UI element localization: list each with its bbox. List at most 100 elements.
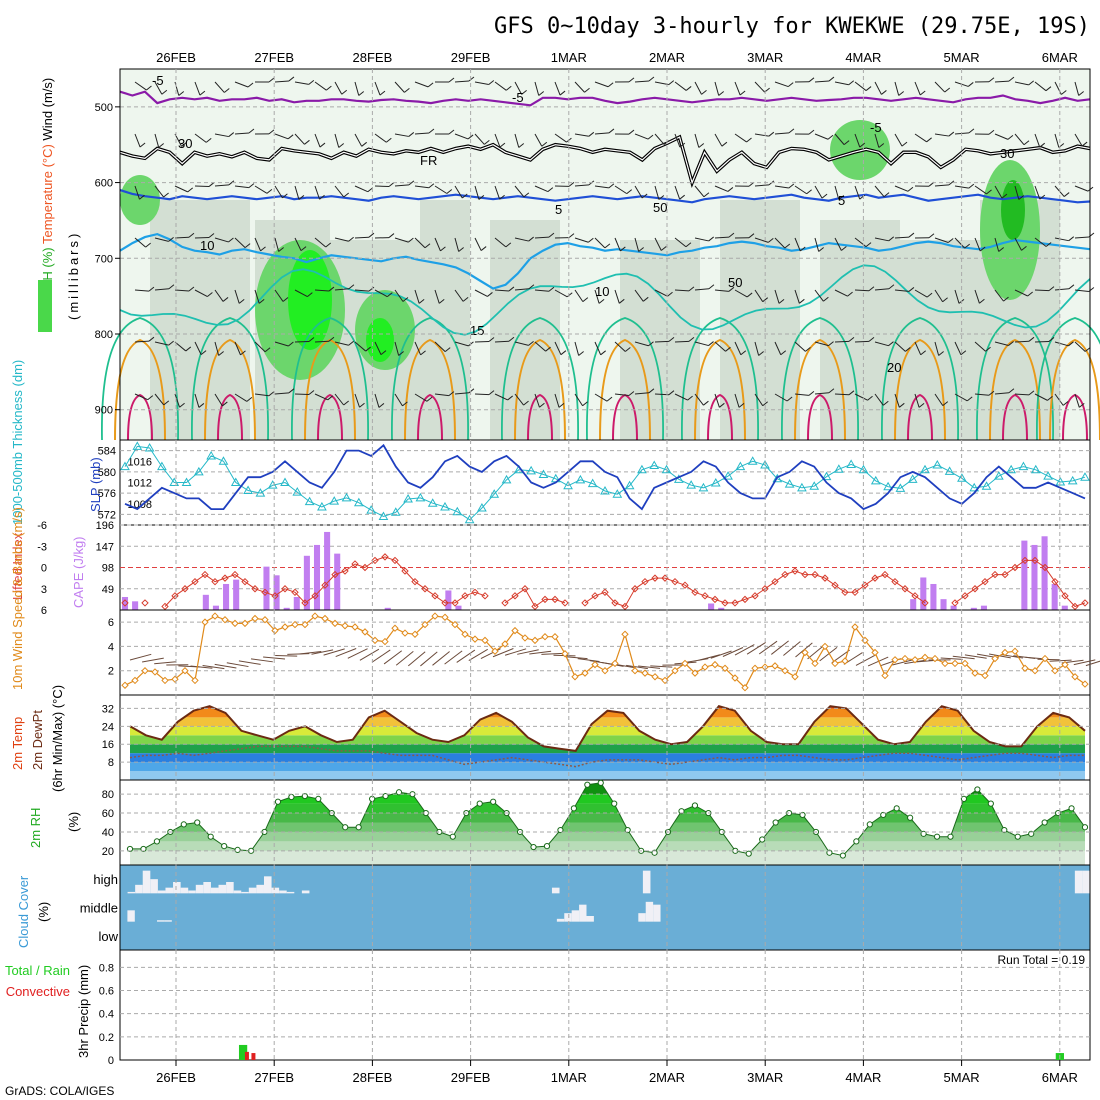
wind-speed-marker bbox=[571, 673, 579, 681]
wind-barb-flag bbox=[938, 351, 944, 356]
wind-barb bbox=[634, 185, 643, 199]
cape-bar bbox=[980, 605, 987, 610]
wind-barb-flag bbox=[786, 396, 793, 402]
wind-barb-flag bbox=[721, 141, 728, 147]
cape-bar bbox=[273, 575, 280, 610]
surface-wind-barb bbox=[746, 641, 766, 655]
wind-speed-marker bbox=[791, 673, 799, 681]
date-label-top: 26FEB bbox=[156, 50, 196, 65]
wind-speed-marker bbox=[671, 667, 679, 675]
lifted-index-marker bbox=[201, 570, 209, 579]
wind-barb-flag bbox=[361, 141, 367, 147]
wind-barb-flag bbox=[628, 77, 635, 83]
isotherm-line bbox=[119, 90, 1091, 107]
wind-barb bbox=[894, 81, 900, 96]
rh-marker bbox=[759, 836, 766, 843]
wind-barb-flag bbox=[461, 193, 468, 199]
lifted-index-marker bbox=[1021, 556, 1029, 565]
wind-barb bbox=[554, 81, 561, 96]
wind-barb-flag bbox=[905, 347, 911, 352]
wind-barb bbox=[354, 289, 369, 292]
temperature-contour-20 bbox=[976, 317, 1054, 441]
surface-wind-barb bbox=[1049, 659, 1072, 662]
date-label-top: 6MAR bbox=[1042, 50, 1078, 65]
wind-barb-flag bbox=[901, 141, 908, 147]
wind-barb bbox=[454, 133, 469, 140]
wind-speed-marker bbox=[831, 659, 839, 668]
wind-barb bbox=[374, 393, 380, 408]
lifted-index-marker bbox=[231, 570, 239, 579]
rh-marker bbox=[288, 793, 295, 801]
wind-barb-flag bbox=[308, 390, 315, 395]
wind-barb-flag bbox=[588, 131, 595, 137]
wind-barb-flag bbox=[238, 298, 245, 304]
wind-barb-flag bbox=[828, 341, 834, 346]
rh-band bbox=[130, 850, 1085, 865]
wind-barb bbox=[454, 289, 464, 302]
wind-barb-flag bbox=[878, 143, 885, 148]
wind-barb bbox=[494, 289, 510, 292]
rh-marker bbox=[490, 798, 497, 805]
wind-barb-flag bbox=[606, 396, 613, 402]
wind-barb-flag bbox=[799, 298, 805, 304]
wind-barb-flag bbox=[518, 143, 525, 148]
wind-barb bbox=[214, 289, 224, 302]
surface-wind-barb bbox=[1085, 660, 1100, 667]
wind-barb bbox=[614, 341, 626, 352]
wind-barb bbox=[654, 340, 670, 343]
wind-barb-flag bbox=[907, 186, 914, 192]
wind-speed-marker bbox=[181, 667, 189, 675]
wind-barb bbox=[454, 341, 469, 347]
wind-barb-flag bbox=[208, 233, 215, 238]
wind-barb-flag bbox=[847, 291, 853, 297]
wind-barb bbox=[954, 237, 966, 249]
wind-speed-marker bbox=[521, 634, 529, 642]
wind-barb-flag bbox=[523, 400, 529, 406]
wind-barb-flag bbox=[348, 284, 355, 290]
wind-speed-marker bbox=[581, 669, 589, 677]
wind-barb-flag bbox=[268, 129, 275, 135]
wind-speed-line bbox=[124, 615, 1086, 689]
wind-barb-flag bbox=[268, 391, 275, 397]
wind-barb bbox=[894, 185, 909, 192]
wind-barb bbox=[174, 289, 190, 292]
wind-speed-marker bbox=[871, 648, 879, 657]
rh-unit-label: (%) bbox=[66, 812, 81, 832]
wind-barb bbox=[1074, 393, 1080, 408]
wind-barb bbox=[174, 393, 181, 408]
lifted-index-axis-label: Lifted Index bbox=[10, 532, 25, 600]
thickness-marker bbox=[132, 441, 143, 450]
wind-barb-flag bbox=[598, 298, 605, 304]
wind-barb bbox=[934, 184, 949, 187]
temperature-label: Temperature (°C) bbox=[40, 141, 55, 244]
wind-barb-flag bbox=[899, 402, 905, 408]
wind-barb bbox=[614, 393, 629, 396]
wind-barb-flag bbox=[728, 286, 735, 292]
wind-speed-marker bbox=[701, 663, 709, 671]
surface-wind-barb bbox=[190, 665, 213, 669]
wind-barb-flag bbox=[944, 87, 951, 93]
wind-barb bbox=[494, 81, 507, 91]
rh-band bbox=[130, 822, 1085, 832]
wind-barb-flag bbox=[568, 181, 575, 187]
thickness-marker bbox=[353, 497, 364, 507]
thickness-marker bbox=[587, 478, 598, 488]
wind-barb-flag bbox=[762, 401, 768, 407]
wind-barb-flag bbox=[380, 350, 387, 356]
thickness-marker bbox=[723, 471, 733, 480]
thickness-marker bbox=[944, 466, 955, 475]
wind-barb bbox=[634, 289, 644, 302]
wind-barb bbox=[334, 288, 349, 291]
thickness-marker bbox=[440, 501, 450, 511]
wind-barb bbox=[994, 392, 1009, 395]
wind-barb bbox=[714, 81, 720, 96]
wind-barb-flag bbox=[818, 247, 824, 252]
wind-barb-flag bbox=[240, 350, 246, 356]
wind-barb-flag bbox=[868, 336, 875, 342]
surface-wind-barb bbox=[432, 651, 450, 666]
wind-barb-flag bbox=[979, 298, 985, 304]
cape-bar bbox=[940, 599, 947, 610]
temperature-contour-warm bbox=[694, 338, 746, 441]
wind-barb-flag bbox=[1047, 395, 1053, 401]
wind-barb-flag bbox=[703, 192, 710, 198]
